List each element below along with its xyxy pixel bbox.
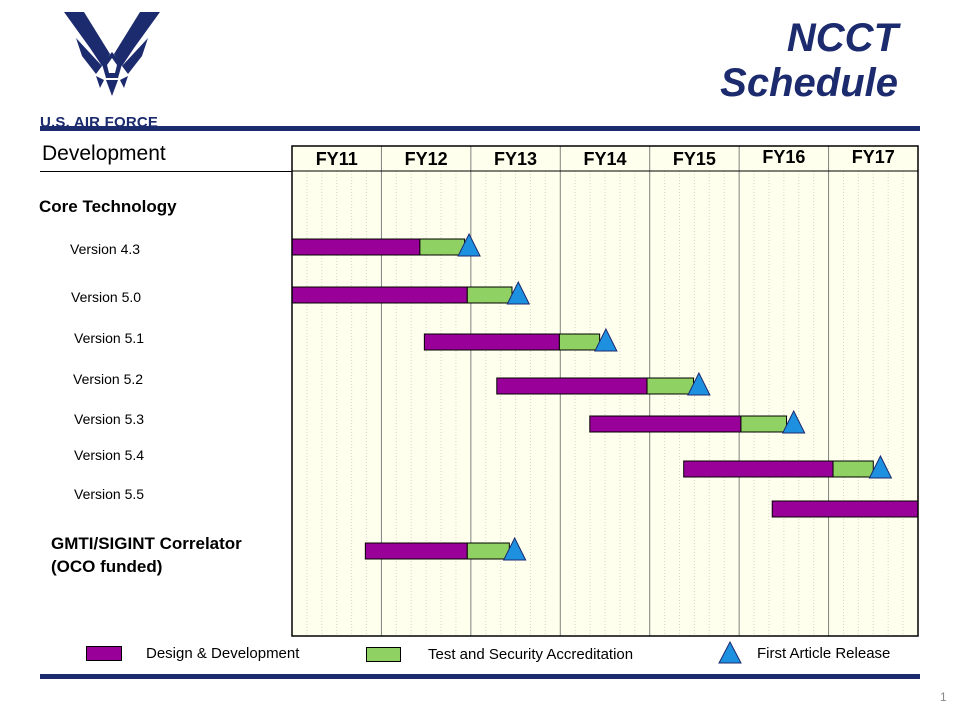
test-bar bbox=[466, 286, 513, 304]
design-bar bbox=[291, 238, 421, 256]
section-title: Development bbox=[42, 142, 166, 165]
test-bar bbox=[466, 542, 510, 560]
fiscal-year-label: FY11 bbox=[316, 149, 358, 169]
section-underline bbox=[40, 171, 292, 172]
row-label-version-4-3: Version 4.3 bbox=[70, 241, 141, 257]
release-marker bbox=[781, 409, 806, 434]
legend-design-label: Design & Development bbox=[146, 645, 300, 662]
legend-test-swatch bbox=[366, 647, 401, 662]
design-bar bbox=[683, 460, 834, 478]
release-marker bbox=[457, 232, 481, 257]
page-title: NCCT Schedule bbox=[720, 16, 898, 106]
test-bar bbox=[740, 415, 788, 433]
row-label-version-5-2: Version 5.2 bbox=[73, 371, 144, 387]
design-bar bbox=[423, 333, 560, 351]
release-marker bbox=[506, 280, 531, 305]
fiscal-year-label: FY12 bbox=[405, 149, 448, 169]
group-label-line: Core Technology bbox=[39, 197, 177, 216]
legend-test-label: Test and Security Accreditation bbox=[428, 646, 634, 663]
design-bar bbox=[496, 377, 648, 395]
release-marker bbox=[594, 327, 618, 352]
legend-release-label: First Article Release bbox=[757, 645, 891, 662]
air-force-wings-icon bbox=[64, 12, 160, 96]
fiscal-year-label: FY14 bbox=[583, 149, 626, 169]
fiscal-year-label: FY15 bbox=[673, 149, 716, 169]
legend-design-swatch bbox=[86, 646, 122, 661]
release-marker bbox=[687, 371, 711, 396]
group-label-correlator: GMTI/SIGINT Correlator (OCO funded) bbox=[51, 532, 242, 578]
row-label-version-5-1: Version 5.1 bbox=[74, 330, 145, 346]
row-label-version-5-3: Version 5.3 bbox=[74, 411, 145, 427]
design-bar bbox=[364, 542, 468, 560]
test-bar bbox=[558, 333, 601, 351]
design-bar bbox=[771, 500, 919, 518]
fiscal-year-label: FY16 bbox=[762, 147, 805, 167]
row-label-version-5-0: Version 5.0 bbox=[71, 289, 142, 305]
group-label-line: GMTI/SIGINT Correlator bbox=[51, 534, 242, 553]
design-bar bbox=[589, 415, 742, 433]
legend-release-icon bbox=[718, 641, 742, 664]
title-line-1: NCCT bbox=[786, 16, 898, 60]
fiscal-year-label: FY17 bbox=[852, 147, 895, 167]
test-bar bbox=[646, 377, 695, 395]
fiscal-year-label: FY13 bbox=[494, 149, 537, 169]
group-label-line: (OCO funded) bbox=[51, 557, 163, 576]
design-bar bbox=[291, 286, 468, 304]
top-divider bbox=[40, 126, 920, 131]
release-marker bbox=[502, 536, 527, 561]
test-bar bbox=[832, 460, 874, 478]
bottom-divider bbox=[40, 674, 920, 679]
page-number: 1 bbox=[940, 690, 947, 704]
row-label-version-5-5: Version 5.5 bbox=[74, 486, 145, 502]
row-label-version-5-4: Version 5.4 bbox=[74, 447, 145, 463]
title-line-2: Schedule bbox=[720, 61, 898, 105]
group-label-core-technology: Core Technology bbox=[39, 195, 177, 218]
release-marker bbox=[868, 454, 893, 479]
chart-border bbox=[291, 145, 919, 637]
test-bar bbox=[419, 238, 466, 256]
